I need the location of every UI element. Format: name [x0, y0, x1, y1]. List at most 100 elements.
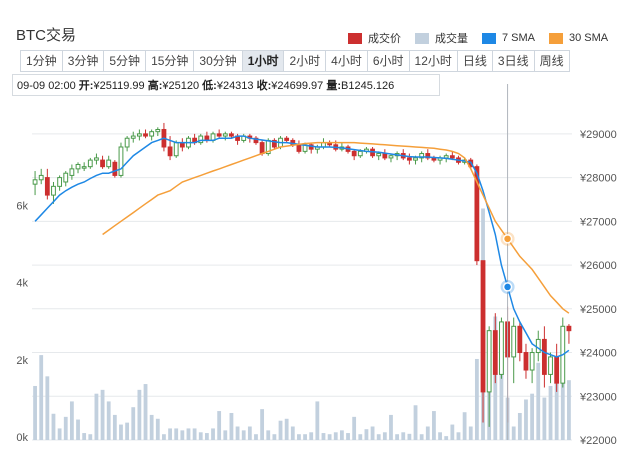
tab-1min[interactable]: 1分钟	[20, 50, 62, 72]
price-tick-label: ¥23000	[579, 391, 617, 403]
tab-5min[interactable]: 5分钟	[103, 50, 146, 72]
volume-bars	[33, 208, 571, 440]
volume-bar	[524, 399, 528, 440]
legend-label-sma30: 30 SMA	[569, 32, 609, 44]
candle-body	[216, 133, 222, 137]
volume-tick-label: 4k	[16, 278, 28, 290]
volume-bar	[560, 378, 565, 440]
legend-item-sma7[interactable]: 7 SMA	[482, 30, 535, 46]
candle-body	[38, 174, 44, 181]
tab-12hour[interactable]: 12小时	[408, 50, 457, 72]
volume-bar	[247, 426, 252, 440]
tooltip-open: ¥25119.99	[93, 80, 145, 92]
candle-body	[112, 161, 118, 176]
legend-item-volume[interactable]: 成交量	[415, 30, 468, 46]
candle-body	[548, 356, 553, 375]
candle-body	[351, 150, 357, 157]
volume-bar	[76, 419, 80, 440]
legend-swatch-sma7	[482, 32, 496, 44]
volume-bar	[100, 389, 105, 440]
candle-body	[149, 131, 155, 137]
legend-item-price[interactable]: 成交价	[348, 30, 401, 46]
price-tick-label: ¥25000	[579, 304, 617, 316]
volume-tick-label: 6k	[16, 200, 28, 212]
volume-bar	[33, 385, 37, 440]
candle-body	[554, 356, 560, 384]
volume-bar	[45, 376, 50, 440]
candle-body	[541, 338, 547, 375]
volume-bar	[125, 422, 130, 440]
volume-bar	[241, 430, 246, 440]
volume-bar	[57, 428, 62, 440]
volume-bar	[438, 432, 442, 440]
volume-bar	[382, 432, 387, 440]
candle-body	[94, 157, 99, 161]
volume-bar	[376, 434, 381, 440]
candle-body	[535, 338, 541, 354]
volume-tick-label: 0k	[16, 432, 28, 444]
volume-bar	[333, 432, 338, 440]
volume-bar	[149, 414, 154, 440]
tooltip-high-label: 高:	[147, 80, 163, 92]
price-tick-label: ¥26000	[579, 260, 617, 272]
volume-bar	[266, 430, 271, 440]
candle-body	[130, 135, 136, 139]
chart-axes: ¥29000 ¥28000 ¥27000 ¥26000 ¥25000 ¥24000 ¥230…	[16, 129, 616, 447]
candle-body	[136, 133, 142, 137]
candle-body	[100, 159, 105, 168]
tab-4hour[interactable]: 4小时	[325, 50, 367, 72]
sma30-line	[102, 141, 570, 314]
tooltip-low-label: 低:	[202, 80, 217, 92]
candle-body	[406, 157, 412, 161]
volume-bar	[425, 426, 430, 440]
legend-label-sma7: 7 SMA	[502, 32, 536, 44]
candle-body	[57, 177, 63, 187]
volume-bar	[499, 358, 504, 440]
volume-bar	[462, 412, 467, 440]
sma7-marker	[502, 282, 513, 292]
volume-bar	[186, 428, 191, 440]
tab-30min[interactable]: 30分钟	[193, 50, 242, 72]
tab-1hour[interactable]: 1小时	[241, 50, 284, 72]
volume-bar	[419, 434, 424, 440]
volume-bar	[284, 418, 289, 440]
page-title: BTC交易	[16, 27, 77, 44]
price-tick-label: ¥24000	[579, 348, 617, 360]
volume-bar	[180, 430, 185, 440]
candle-body	[376, 153, 382, 157]
volume-bar	[82, 433, 87, 440]
candle-body	[529, 352, 535, 371]
tab-1week[interactable]: 周线	[533, 50, 570, 72]
volume-bar	[554, 357, 559, 440]
candle-body	[271, 139, 277, 148]
volume-bar	[112, 414, 117, 440]
volume-bar	[548, 385, 553, 440]
volume-bar	[536, 362, 541, 440]
tab-2hour[interactable]: 2小时	[283, 50, 326, 72]
candle-body	[75, 163, 81, 170]
tab-3min[interactable]: 3分钟	[61, 50, 104, 72]
candle-body	[499, 321, 504, 375]
tab-1day[interactable]: 日线	[456, 50, 492, 72]
candle-body	[486, 330, 492, 393]
volume-bar	[297, 434, 301, 440]
legend-item-sma30[interactable]: 30 SMA	[549, 30, 608, 46]
candle-body	[382, 153, 388, 159]
volume-bar	[69, 401, 74, 440]
volume-bar	[395, 434, 400, 440]
candle-body	[32, 179, 38, 185]
volume-bar	[94, 393, 99, 440]
volume-bar	[131, 407, 136, 440]
tab-6hour[interactable]: 6小时	[366, 50, 409, 72]
volume-bar	[51, 413, 56, 440]
volume-bar	[432, 411, 436, 440]
volume-bar	[272, 434, 277, 440]
tab-15min[interactable]: 15分钟	[145, 50, 194, 72]
tab-3day[interactable]: 3日线	[491, 50, 534, 72]
volume-bar	[235, 426, 240, 440]
candle-body	[511, 325, 517, 358]
sma-lines	[34, 135, 570, 358]
candle-body	[143, 133, 148, 137]
candle-body	[492, 330, 498, 375]
